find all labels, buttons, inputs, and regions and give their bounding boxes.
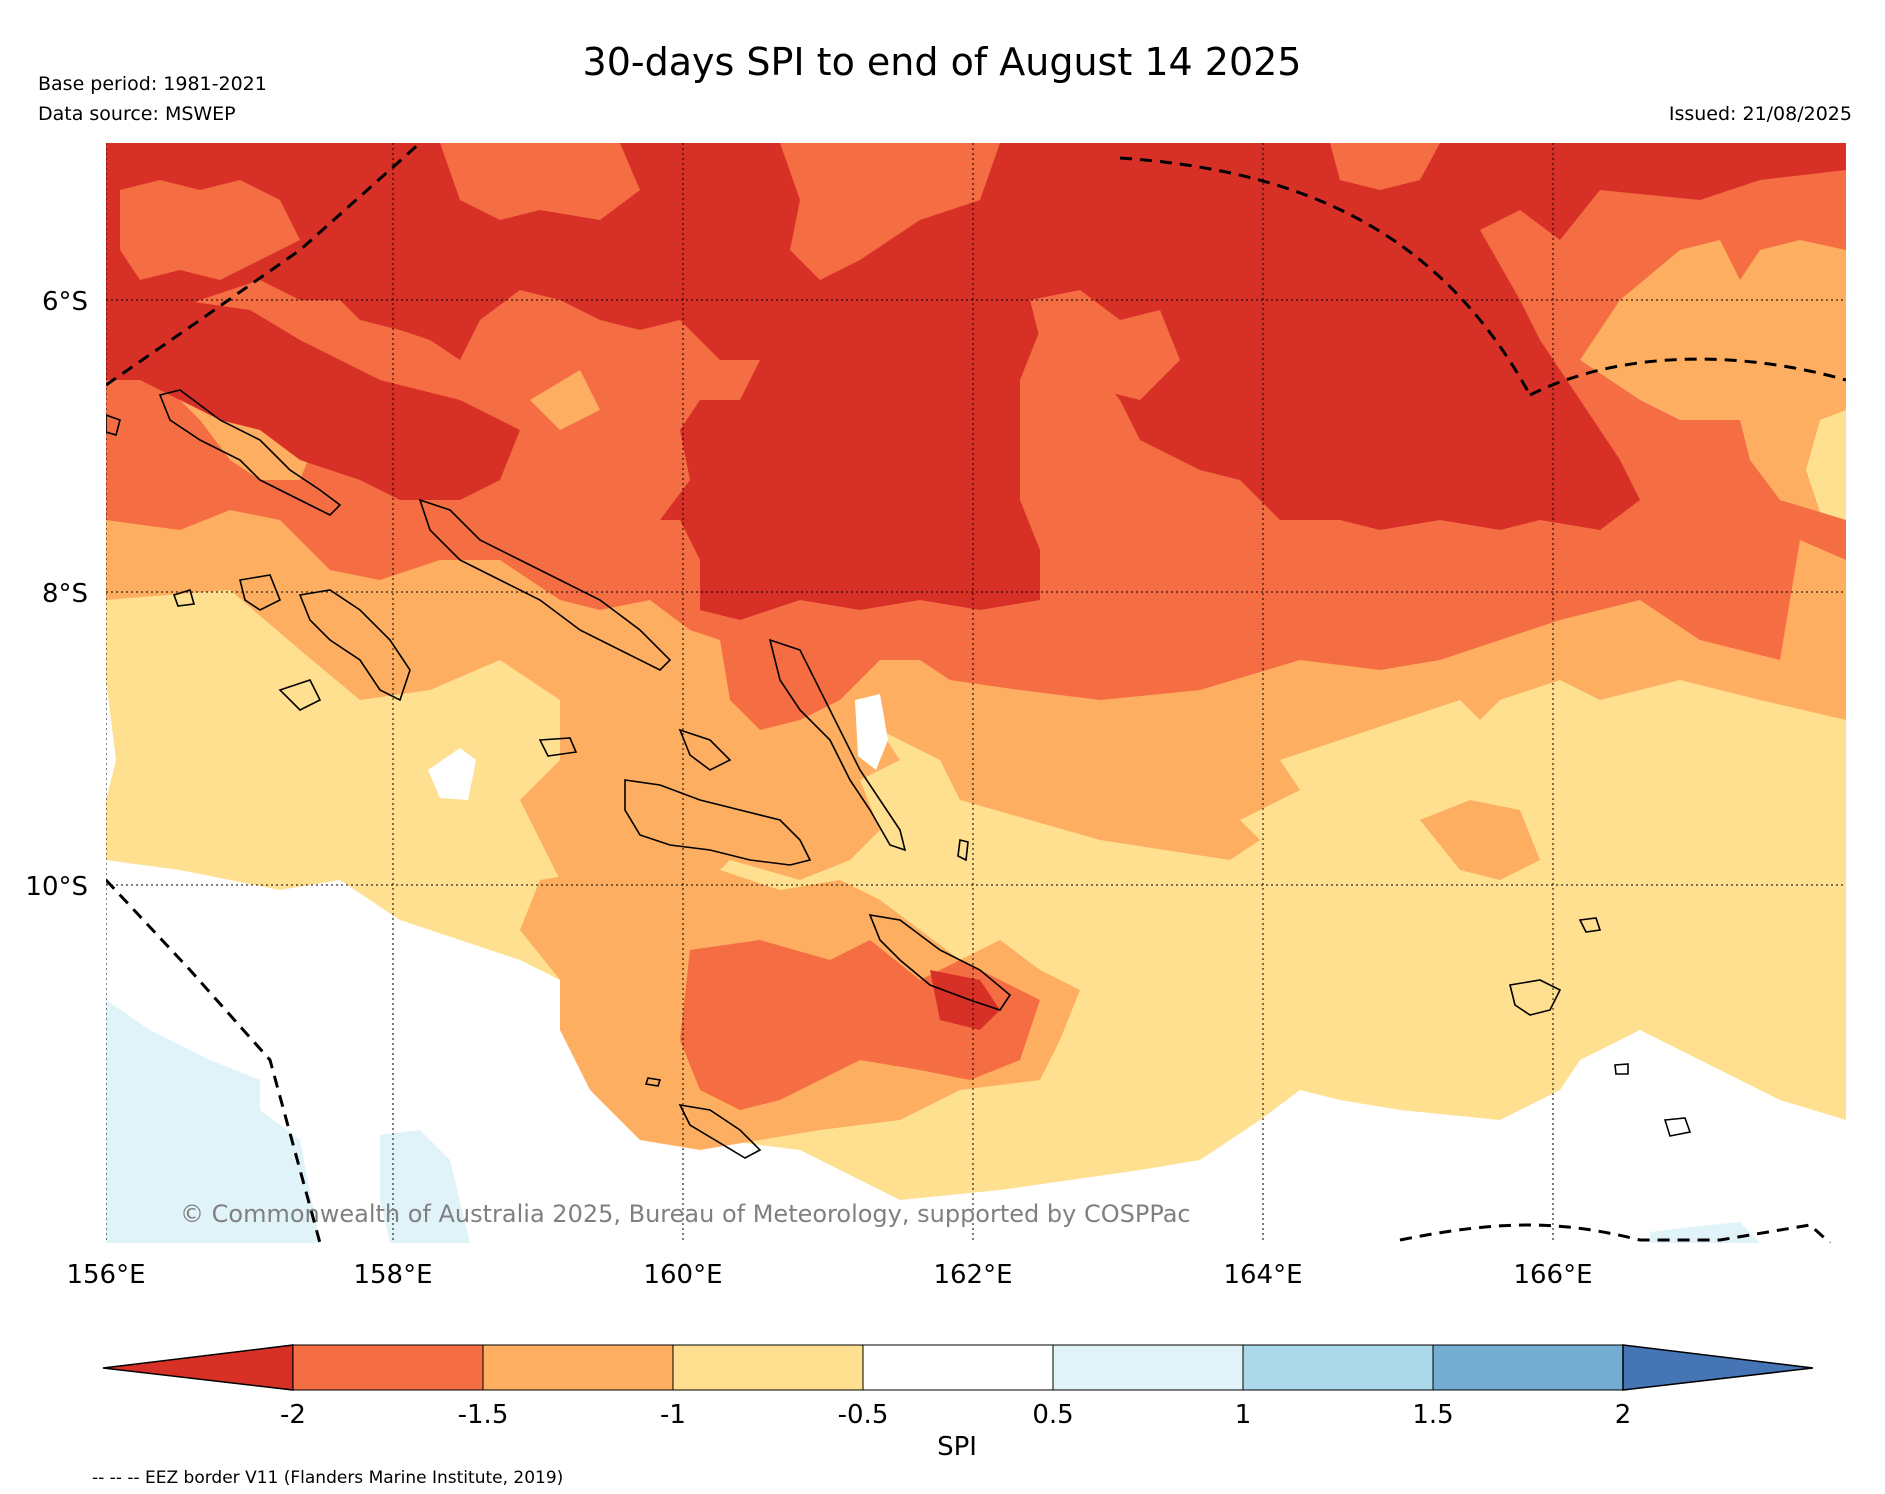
- colorbar-label: SPI: [937, 1432, 977, 1462]
- spi-zone-severely-dry-patch: [440, 143, 640, 220]
- spi-zone-extremely-dry-west: [106, 300, 520, 500]
- colorbar: -2 -1.5 -1 -0.5 0.5 1 1.5 2 SPI: [102, 1344, 1814, 1462]
- eez-border-png-south: [106, 878, 322, 1243]
- island-vanikoro: [1663, 1117, 1692, 1137]
- island-shortlands: [106, 414, 121, 437]
- island-makira: [868, 913, 1012, 1011]
- island-choiseul: [158, 389, 342, 516]
- colorbar-tick-label: -2: [280, 1400, 306, 1430]
- spi-zone-moderately-wet: [106, 1000, 320, 1243]
- spi-zone-near-normal-patch: [855, 694, 888, 770]
- graticule: [106, 143, 1846, 1243]
- issued-date-label: Issued: 21/08/2025: [1669, 103, 1852, 125]
- colorbar-bin: [1242, 1344, 1434, 1391]
- island-ulawa: [957, 839, 969, 862]
- coastlines: [106, 389, 1692, 1159]
- eez-border-vanuatu: [1399, 1223, 1832, 1243]
- island-russell: [538, 737, 578, 757]
- eez-source-note: -- -- -- EEZ border V11 (Flanders Marine…: [92, 1468, 563, 1488]
- colorbar-bin: [862, 1344, 1054, 1391]
- copyright-notice: © Commonwealth of Australia 2025, Bureau…: [180, 1200, 1191, 1228]
- colorbar-bin: [292, 1344, 484, 1391]
- spi-zone-moderately-dry-patch: [1580, 240, 1846, 520]
- island-kolombangara: [278, 679, 322, 711]
- colorbar-bin: [482, 1344, 674, 1391]
- lon-tick-label: 156°E: [66, 1260, 145, 1290]
- spi-zone-moderately-dry-patch: [530, 370, 600, 430]
- map-panel: © Commonwealth of Australia 2025, Bureau…: [106, 143, 1846, 1243]
- spi-zone-moderately-dry-patch: [106, 360, 320, 480]
- longitude-axis: 156°E 158°E 160°E 162°E 164°E 166°E: [66, 1260, 1592, 1290]
- island-treasury: [172, 588, 196, 607]
- spi-zone-severely-dry-patch: [780, 143, 1000, 280]
- spi-zone-severely-dry-patch: [1030, 290, 1180, 400]
- island-rennell: [678, 1103, 762, 1159]
- colorbar-extend-high: [1622, 1344, 1814, 1391]
- eez-border-nauru-arc: [1119, 156, 1532, 396]
- map-title: 30-days SPI to end of August 14 2025: [583, 40, 1302, 84]
- data-source-label: Data source: MSWEP: [38, 103, 236, 125]
- colorbar-bin: [672, 1344, 864, 1391]
- colorbar-extend-low: [102, 1344, 294, 1391]
- island-bellona: [644, 1077, 662, 1087]
- lon-tick-label: 164°E: [1223, 1260, 1302, 1290]
- island-guadalcanal: [624, 779, 812, 866]
- lat-tick-label: 10°S: [25, 872, 88, 902]
- island-malaita: [768, 638, 907, 852]
- spi-zone-moderately-wet: [380, 1130, 470, 1243]
- spi-zone-mildly-dry-patch: [1806, 410, 1846, 520]
- spi-zone-extremely-dry-north: [106, 143, 1846, 620]
- colorbar-tick-label: 0.5: [1032, 1400, 1073, 1430]
- island-reef-islands: [1578, 917, 1602, 933]
- colorbar-tick-label: 2: [1615, 1400, 1632, 1430]
- lon-tick-label: 158°E: [353, 1260, 432, 1290]
- latitude-axis: 6°S 8°S 10°S: [25, 287, 88, 902]
- island-santa-cruz: [1509, 979, 1562, 1016]
- colorbar-tick-label: 1.5: [1412, 1400, 1453, 1430]
- spi-zone-extremely-dry-patch: [930, 970, 1000, 1030]
- island-santa-isabel: [418, 498, 672, 671]
- base-period-label: Base period: 1981-2021: [38, 73, 267, 95]
- colorbar-tick-label: -1.5: [458, 1400, 509, 1430]
- lon-tick-label: 160°E: [643, 1260, 722, 1290]
- spi-zone-near-normal-patch: [428, 748, 476, 800]
- lon-tick-label: 162°E: [933, 1260, 1012, 1290]
- colorbar-tick-label: -1: [660, 1400, 686, 1430]
- lat-tick-label: 8°S: [42, 579, 88, 609]
- eez-border-tuvalu-arc: [1529, 357, 1846, 397]
- island-florida: [678, 728, 732, 771]
- colorbar-bin: [1052, 1344, 1244, 1391]
- spi-zone-severely-dry-patch: [120, 180, 300, 280]
- lon-tick-label: 166°E: [1513, 1260, 1592, 1290]
- colorbar-bin: [1432, 1344, 1624, 1391]
- colorbar-tick-label: -0.5: [838, 1400, 889, 1430]
- lat-tick-label: 6°S: [42, 287, 88, 317]
- spi-zone-severely-dry-patch: [1330, 143, 1440, 190]
- eez-borders: [106, 143, 1846, 1243]
- spi-zone-near-normal-inland: [106, 680, 116, 800]
- spi-zone-moderately-dry-east: [1420, 800, 1540, 880]
- spi-zone-moderately-wet: [1650, 1222, 1760, 1243]
- colorbar-tick-label: 1: [1235, 1400, 1252, 1430]
- island-utupua: [1614, 1063, 1629, 1075]
- spi-zone-near-normal-south: [106, 860, 1846, 1243]
- island-vella-lavella: [239, 574, 282, 611]
- island-new-georgia: [298, 589, 411, 702]
